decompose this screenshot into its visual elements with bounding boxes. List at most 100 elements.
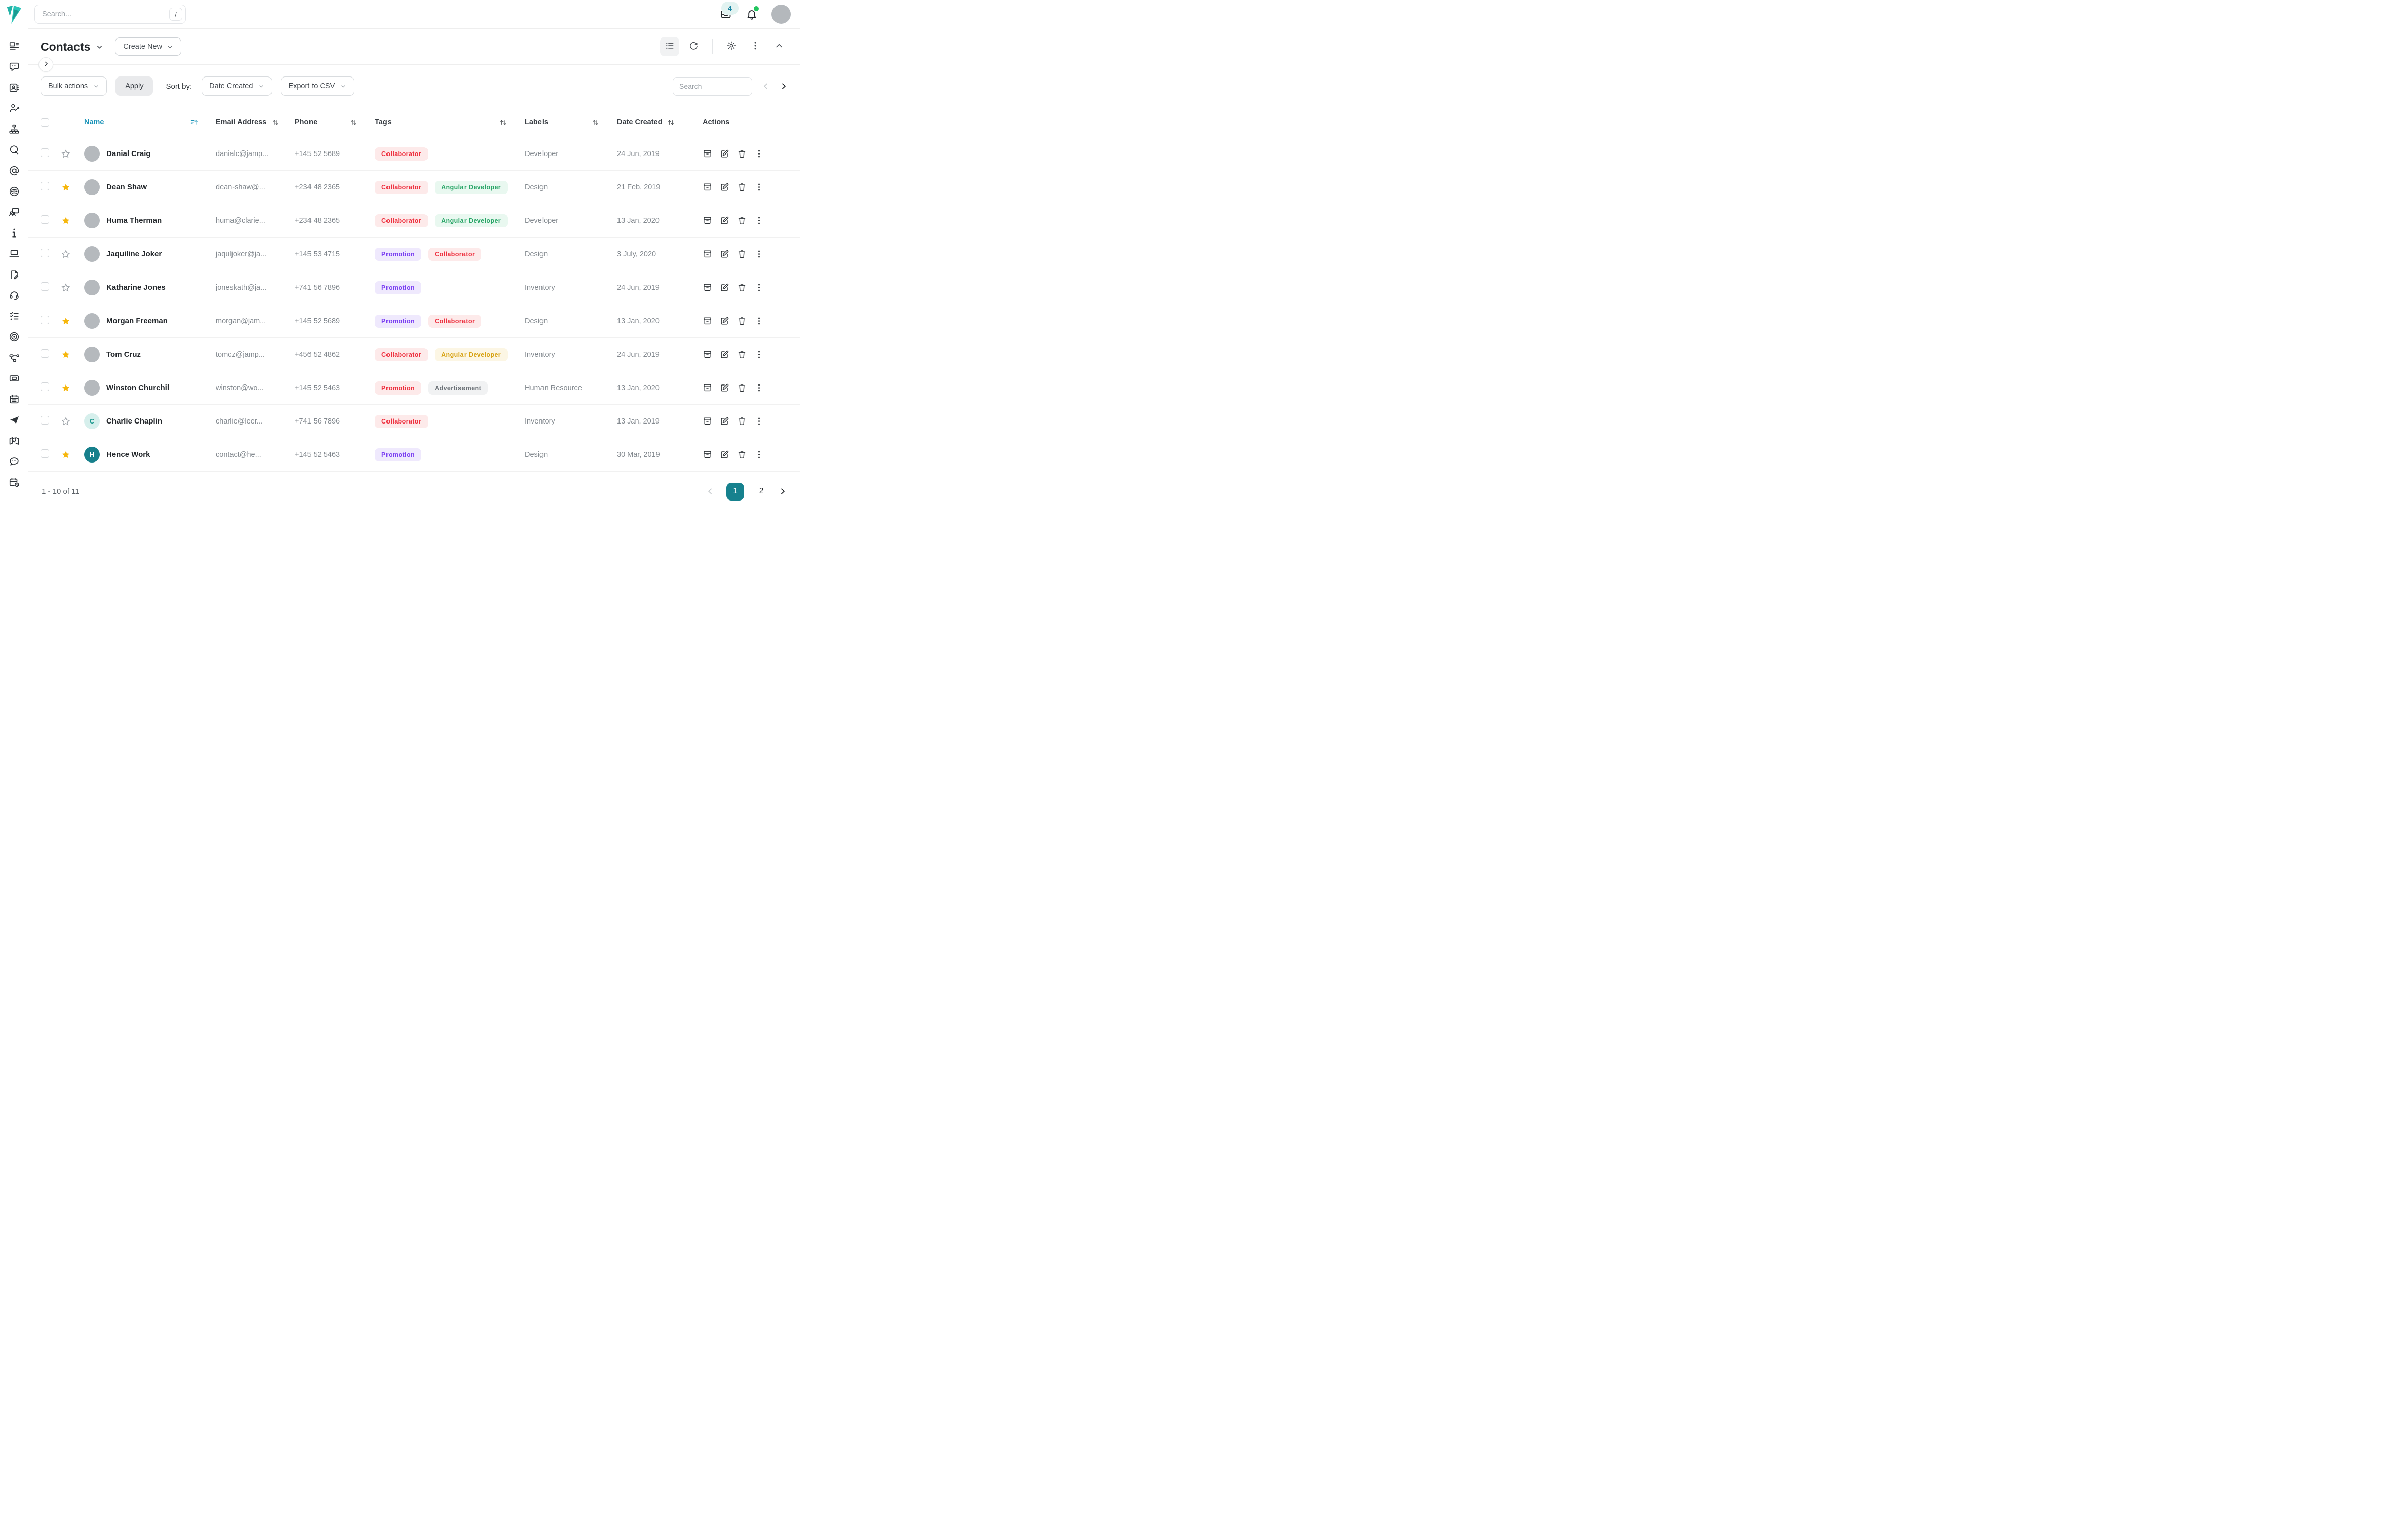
contact-name-cell[interactable]: C Charlie Chaplin: [84, 413, 216, 429]
kebab-icon[interactable]: [754, 249, 764, 259]
headset-icon[interactable]: [9, 290, 20, 301]
page-title-dropdown[interactable]: Contacts: [41, 40, 103, 54]
contact-name-cell[interactable]: Morgan Freeman: [84, 313, 216, 329]
edit-icon[interactable]: [720, 216, 729, 225]
trash-icon[interactable]: [737, 182, 747, 192]
contact-name-cell[interactable]: Winston Churchil: [84, 380, 216, 396]
contact-name-cell[interactable]: Tom Cruz: [84, 346, 216, 362]
trash-icon[interactable]: [737, 383, 747, 393]
contact-name-cell[interactable]: H Hence Work: [84, 447, 216, 463]
kebab-icon[interactable]: [754, 316, 764, 326]
calendar-clock-icon[interactable]: [9, 477, 20, 488]
q-letter-icon[interactable]: [9, 144, 20, 156]
trash-icon[interactable]: [737, 216, 747, 225]
trash-icon[interactable]: [737, 450, 747, 459]
global-search-input[interactable]: Search... /: [34, 5, 186, 24]
settings-button[interactable]: [722, 37, 741, 56]
star-icon[interactable]: [61, 450, 71, 460]
kebab-icon[interactable]: [754, 149, 764, 159]
map-pin-icon[interactable]: [9, 435, 20, 446]
sort-icon[interactable]: [591, 118, 600, 127]
bell-icon[interactable]: [746, 6, 759, 20]
archive-icon[interactable]: [703, 383, 712, 393]
archive-icon[interactable]: [703, 416, 712, 426]
kebab-icon[interactable]: [754, 450, 764, 459]
star-icon[interactable]: [61, 149, 71, 159]
row-checkbox[interactable]: [41, 349, 49, 358]
pagination-next-chevron[interactable]: [779, 487, 787, 495]
table-search-input[interactable]: Search: [673, 76, 752, 96]
calendar-icon[interactable]: [9, 394, 20, 405]
pagination-prev-chevron[interactable]: [706, 487, 714, 495]
sort-icon[interactable]: [349, 118, 358, 127]
edit-icon[interactable]: [720, 416, 729, 426]
row-checkbox[interactable]: [41, 382, 49, 391]
star-icon[interactable]: [61, 283, 71, 293]
app-logo[interactable]: [5, 5, 24, 27]
star-icon[interactable]: [61, 249, 71, 259]
edit-icon[interactable]: [720, 283, 729, 292]
bulk-actions-dropdown[interactable]: Bulk actions: [41, 76, 107, 96]
screen-share-icon[interactable]: [9, 207, 20, 218]
info-icon[interactable]: [9, 227, 20, 239]
contact-name-cell[interactable]: Jaquiline Joker: [84, 246, 216, 262]
user-avatar[interactable]: [771, 5, 791, 24]
refresh-button[interactable]: [684, 37, 703, 56]
edit-icon[interactable]: [720, 450, 729, 459]
sort-asc-icon[interactable]: [190, 118, 199, 127]
contact-card-icon[interactable]: [9, 82, 20, 93]
kebab-icon[interactable]: [754, 283, 764, 292]
next-page-chevron[interactable]: [780, 82, 788, 90]
row-checkbox[interactable]: [41, 249, 49, 257]
star-icon[interactable]: [61, 216, 71, 226]
ticket-icon[interactable]: [9, 373, 20, 384]
trash-icon[interactable]: [737, 249, 747, 259]
trash-icon[interactable]: [737, 316, 747, 326]
kebab-icon[interactable]: [754, 416, 764, 426]
target-icon[interactable]: [9, 331, 20, 342]
edit-icon[interactable]: [720, 383, 729, 393]
column-header-name[interactable]: Name: [84, 118, 216, 127]
paper-plane-icon[interactable]: [9, 414, 20, 426]
apply-button[interactable]: Apply: [115, 76, 153, 96]
column-header-tags[interactable]: Tags: [375, 118, 525, 127]
select-all-checkbox[interactable]: [41, 118, 49, 127]
column-header-phone[interactable]: Phone: [295, 118, 375, 127]
create-new-button[interactable]: Create New: [115, 37, 181, 56]
trash-icon[interactable]: [737, 416, 747, 426]
inbox-icon[interactable]: 4: [720, 2, 739, 20]
star-icon[interactable]: [61, 416, 71, 427]
row-checkbox[interactable]: [41, 282, 49, 291]
archive-icon[interactable]: [703, 450, 712, 459]
row-checkbox[interactable]: [41, 148, 49, 157]
row-checkbox[interactable]: [41, 182, 49, 190]
edit-icon[interactable]: [720, 149, 729, 159]
comment-bubble-icon[interactable]: [9, 456, 20, 467]
archive-icon[interactable]: [703, 249, 712, 259]
chat-dots-icon[interactable]: [9, 61, 20, 72]
dashboard-icon[interactable]: [9, 41, 20, 52]
contact-name-cell[interactable]: Katharine Jones: [84, 280, 216, 295]
star-icon[interactable]: [61, 383, 71, 393]
more-options-button[interactable]: [746, 37, 765, 56]
prev-page-chevron[interactable]: [762, 82, 770, 90]
contact-name-cell[interactable]: Huma Therman: [84, 213, 216, 228]
star-icon[interactable]: [61, 182, 71, 192]
row-checkbox[interactable]: [41, 316, 49, 324]
collapse-button[interactable]: [769, 37, 789, 56]
trash-icon[interactable]: [737, 149, 747, 159]
kebab-icon[interactable]: [754, 383, 764, 393]
row-checkbox[interactable]: [41, 449, 49, 458]
contact-name-cell[interactable]: Dean Shaw: [84, 179, 216, 195]
edit-icon[interactable]: [720, 182, 729, 192]
sort-dropdown[interactable]: Date Created: [202, 76, 273, 96]
trash-icon[interactable]: [737, 283, 747, 292]
laptop-icon[interactable]: [9, 248, 20, 259]
star-icon[interactable]: [61, 316, 71, 326]
user-greeting-icon[interactable]: [9, 103, 20, 114]
column-header-labels[interactable]: Labels: [525, 118, 617, 127]
archive-icon[interactable]: [703, 283, 712, 292]
row-checkbox[interactable]: [41, 215, 49, 224]
checklist-icon[interactable]: [9, 311, 20, 322]
edit-icon[interactable]: [720, 316, 729, 326]
